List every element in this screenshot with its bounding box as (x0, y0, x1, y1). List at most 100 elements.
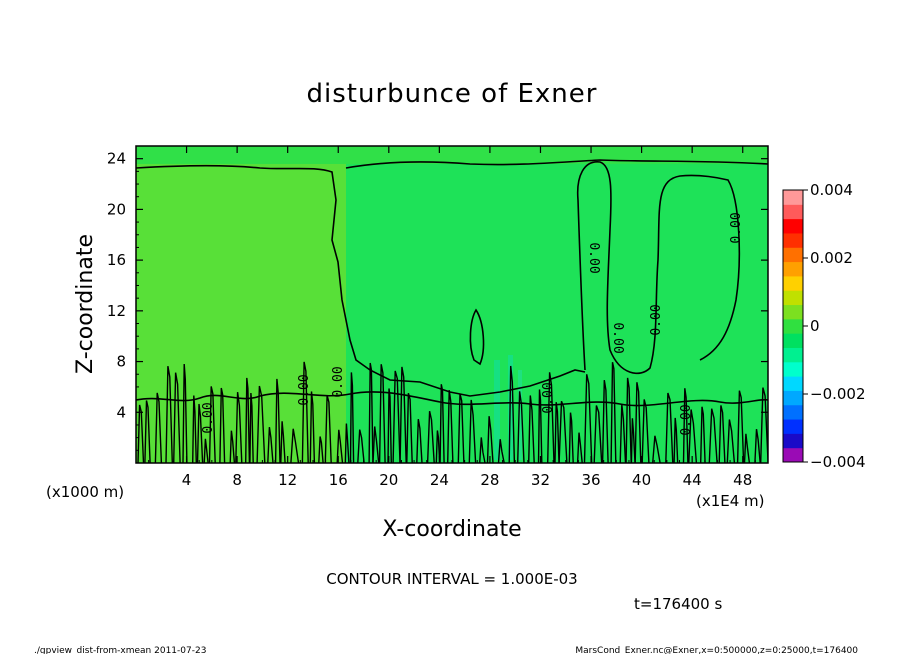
x-tick-label: 20 (379, 471, 398, 489)
contour-spike (196, 403, 204, 463)
footer-left: ./gpview_dist-from-xmean 2011-07-23 (34, 646, 206, 654)
colorbar-swatch (783, 347, 803, 363)
colorbar-swatch (783, 447, 803, 463)
contour-label: 0.00 (541, 382, 556, 413)
colorbar-swatch (783, 376, 803, 391)
colorbar-swatch (783, 304, 803, 320)
colorbar-swatch (783, 433, 803, 449)
contour-spike (173, 372, 181, 463)
contour-spike (625, 377, 632, 463)
contour-spike (357, 429, 365, 463)
x-tick-label: 12 (278, 471, 297, 489)
y-tick-label: 16 (107, 251, 126, 269)
x-tick-label: 36 (581, 471, 600, 489)
contour-spike (479, 437, 486, 463)
colorbar-swatch (783, 190, 803, 205)
contour-spike (219, 387, 226, 463)
contour-loop-36 (576, 161, 741, 375)
contour-spike (760, 387, 768, 463)
contour-spike (568, 412, 574, 463)
contour-spike (652, 435, 661, 463)
contour-spike (601, 379, 609, 463)
contour-spike (144, 400, 151, 463)
contour-spike (290, 428, 300, 463)
contour-spike (349, 372, 355, 463)
y-tick-label: 20 (107, 200, 126, 218)
x-tick-label: 48 (733, 471, 752, 489)
contour-spike (457, 393, 465, 463)
contour-spike (528, 395, 535, 463)
footer-right: MarsCond_Exner.nc@Exner,x=0:500000,z=0:2… (575, 646, 858, 654)
contour-spike (235, 392, 243, 463)
contour-spike (583, 374, 593, 463)
plot-area: 0.00 0.00 0.00 0.00 0.00 0.00 0.00 0.00 … (136, 146, 768, 463)
contour-spike (468, 399, 477, 463)
cyan-streak-3 (518, 370, 522, 460)
contour-spike (165, 365, 173, 463)
contour-label: 0.00 (649, 304, 664, 335)
contour-interval-text: CONTOUR INTERVAL = 1.000E-03 (326, 570, 577, 588)
contour-spike (399, 366, 407, 463)
contour-spike (537, 389, 543, 463)
contour-spike (280, 421, 286, 463)
contour-spike (736, 390, 745, 463)
contour-top (136, 164, 586, 397)
colorbar-swatch (783, 290, 803, 306)
time-text: t=176400 s (634, 595, 722, 613)
contour-spike (508, 365, 516, 463)
contour-spike (378, 364, 386, 463)
x-multiplier-label: (x1E4 m) (696, 492, 765, 510)
contour-spike (630, 418, 636, 463)
contour-spike (700, 406, 706, 463)
contour-spike (726, 419, 736, 463)
colorbar-swatch (783, 318, 803, 334)
x-tick-label: 44 (683, 471, 702, 489)
colorbar-swatch (783, 361, 803, 377)
y-tick-label: 24 (107, 150, 126, 168)
contour-label: 0.00 (297, 374, 312, 405)
x-axis-label: X-coordinate (382, 517, 521, 542)
contour-thin-loop-30 (469, 308, 485, 366)
x-tick-label: 4 (182, 471, 192, 489)
contour-spike (547, 372, 555, 463)
colorbar-tick-label: 0 (810, 317, 820, 335)
y-tick-label: 12 (107, 302, 126, 320)
contour-spike (368, 362, 374, 463)
y-axis-ticks: 4 8 12 16 20 24 (107, 150, 768, 451)
contour-spike (497, 439, 505, 463)
contour-spike (708, 408, 718, 463)
contour-spike (610, 362, 617, 463)
contour-spike (593, 405, 603, 463)
contour-spike (245, 377, 251, 463)
contour-label: 0.00 (610, 322, 625, 353)
contour-spike (344, 423, 350, 463)
contour-spike (743, 433, 751, 463)
contour-spike (416, 418, 423, 463)
contour-top-right (345, 159, 768, 169)
colorbar-swatch (783, 390, 803, 406)
x-tick-label: 24 (430, 471, 449, 489)
contour-spike (682, 388, 689, 463)
colorbar-swatch (783, 247, 803, 263)
colorbar-swatch (783, 261, 803, 277)
colorbar-ticks: 0.004 0.002 0 −0.002 −0.004 (803, 181, 866, 471)
colorbar (783, 190, 803, 463)
contour-spike (336, 429, 344, 463)
contour-spike (406, 393, 413, 463)
x-tick-label: 8 (232, 471, 242, 489)
contour-spike (754, 428, 761, 463)
colorbar-swatch (783, 419, 803, 434)
contour-spike (517, 391, 525, 463)
contour-spike (641, 399, 650, 463)
contour-spike (576, 432, 583, 463)
chart-title: disturbunce of Exner (307, 79, 598, 109)
top-band (136, 146, 768, 164)
contour-label: 0.00 (679, 404, 694, 435)
contour-spike (435, 430, 441, 463)
contour-spike (192, 395, 197, 463)
contour-spike (486, 416, 494, 463)
contour-spike (229, 430, 236, 463)
x-axis-ticks: 4 8 12 16 20 24 28 32 36 40 44 48 (148, 146, 756, 489)
contour-spike (554, 402, 560, 463)
